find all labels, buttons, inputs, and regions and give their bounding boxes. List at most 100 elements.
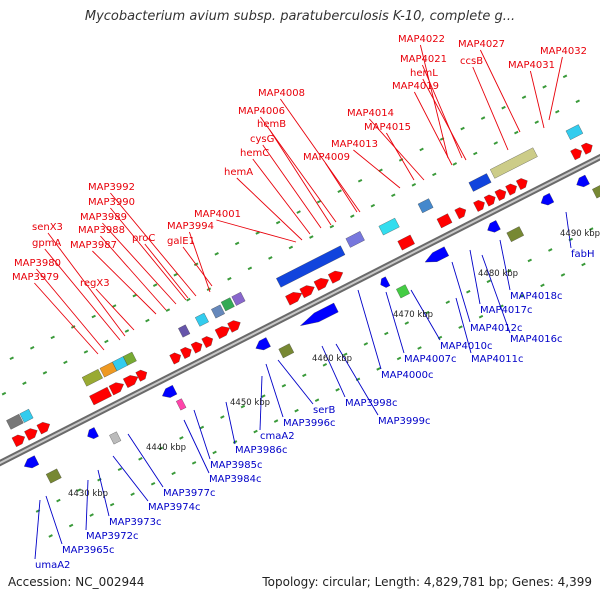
gene-feature	[487, 220, 501, 233]
guide-dot	[589, 227, 594, 231]
guide-dot	[212, 450, 217, 455]
leader-line	[225, 401, 236, 445]
gene-feature	[211, 304, 225, 319]
guide-dot	[261, 394, 266, 398]
gene-feature	[214, 326, 230, 340]
scale-tick-label: 4460 kbp	[312, 354, 352, 364]
guide-dot	[363, 342, 369, 346]
gene-label-reverse: MAP4016c	[510, 334, 562, 345]
guide-dot	[376, 367, 381, 371]
gene-label-reverse: cmaA2	[260, 431, 295, 442]
guide-dot	[50, 335, 55, 340]
guide-dot	[111, 304, 117, 308]
backbone-layer	[0, 153, 600, 467]
leader-line	[369, 118, 425, 181]
gene-feature	[473, 200, 485, 212]
leader-line	[472, 66, 509, 151]
gene-label-forward: MAP4006	[238, 106, 285, 117]
gene-feature	[299, 285, 315, 299]
gene-feature	[122, 351, 137, 366]
gene-feature	[6, 413, 24, 430]
guide-dot	[48, 534, 53, 538]
gene-label-reverse: MAP3998c	[345, 398, 397, 409]
guide-dot	[281, 383, 287, 388]
leader-line	[34, 499, 41, 560]
guide-dot	[124, 329, 130, 333]
topology-text: Topology: circular; Length: 4,829,781 bp…	[262, 575, 592, 589]
guide-dot	[302, 373, 307, 378]
gene-label-forward: gpmA	[32, 238, 61, 249]
gene-label-forward: senX3	[32, 222, 63, 233]
gene-layer	[1, 74, 600, 538]
guide-dot	[314, 398, 320, 403]
gene-feature	[468, 173, 492, 192]
leader-line	[499, 239, 511, 291]
leader-line	[262, 144, 322, 229]
gene-feature	[327, 270, 344, 284]
gene-feature	[190, 341, 203, 354]
gene-label-forward: MAP4001	[194, 209, 241, 220]
guide-dot	[337, 189, 342, 193]
guide-dot	[179, 436, 184, 440]
gene-label-reverse: MAP4010c	[440, 341, 492, 352]
gene-label-forward: galE1	[167, 236, 195, 247]
gene-label-forward: MAP3992	[88, 182, 135, 193]
gene-feature	[417, 198, 434, 214]
gene-feature	[180, 347, 192, 359]
gene-label-forward: MAP4031	[508, 60, 555, 71]
guide-dot	[240, 404, 246, 409]
guide-dot	[519, 294, 525, 298]
leader-line	[102, 222, 177, 305]
leader-line	[410, 289, 441, 341]
scale-tick-label: 4470 kbp	[393, 310, 433, 320]
leader-line	[413, 91, 453, 166]
guide-dot	[486, 279, 492, 284]
guide-dot	[425, 310, 430, 315]
gene-label-reverse: MAP4000c	[381, 370, 433, 381]
guide-dot	[452, 162, 458, 166]
gene-label-reverse: fabH	[571, 249, 595, 260]
guide-dot	[384, 331, 389, 336]
guide-dot	[130, 492, 135, 496]
guide-dot	[91, 314, 96, 319]
guide-dot	[473, 151, 478, 156]
gene-feature	[565, 124, 584, 141]
gene-feature	[227, 320, 241, 333]
backbone-highlight	[0, 156, 600, 465]
gene-feature	[506, 226, 525, 243]
gene-feature	[278, 343, 295, 359]
gene-feature	[299, 302, 339, 326]
leader-line	[36, 268, 105, 351]
leader-line	[353, 149, 401, 189]
gene-label-forward: MAP4021	[400, 54, 447, 65]
guide-dot	[109, 502, 115, 507]
gene-label-reverse: MAP4018c	[510, 291, 562, 302]
guide-dot	[247, 266, 253, 271]
guide-dot	[322, 363, 328, 367]
guide-dot	[145, 318, 150, 323]
gene-feature	[194, 312, 209, 327]
leader-line	[45, 495, 63, 545]
guide-dot	[411, 183, 417, 187]
gene-feature	[201, 336, 213, 349]
guide-dot	[480, 116, 486, 120]
gene-feature	[89, 386, 112, 406]
leader-line	[259, 375, 263, 431]
scale-tick-layer: 4430 kbp 4440 kbp 4450 kbp 4460 kbp 4470 kbp…	[68, 229, 600, 499]
guide-dot	[268, 256, 273, 260]
guide-dot	[56, 498, 61, 503]
gene-feature	[489, 147, 538, 179]
gene-label-reverse: MAP3985c	[210, 460, 262, 471]
leader-line	[277, 359, 314, 405]
gene-label-reverse: serB	[313, 405, 335, 416]
guide-dot	[138, 457, 143, 461]
leader-line	[529, 70, 545, 129]
leader-line	[188, 231, 211, 293]
guide-dot	[150, 481, 156, 486]
guide-dot	[104, 339, 109, 344]
gene-feature	[580, 142, 593, 155]
gene-feature	[162, 384, 178, 398]
gene-feature	[231, 291, 246, 306]
gene-label-reverse: MAP3974c	[148, 502, 200, 513]
guide-dot	[350, 214, 355, 218]
